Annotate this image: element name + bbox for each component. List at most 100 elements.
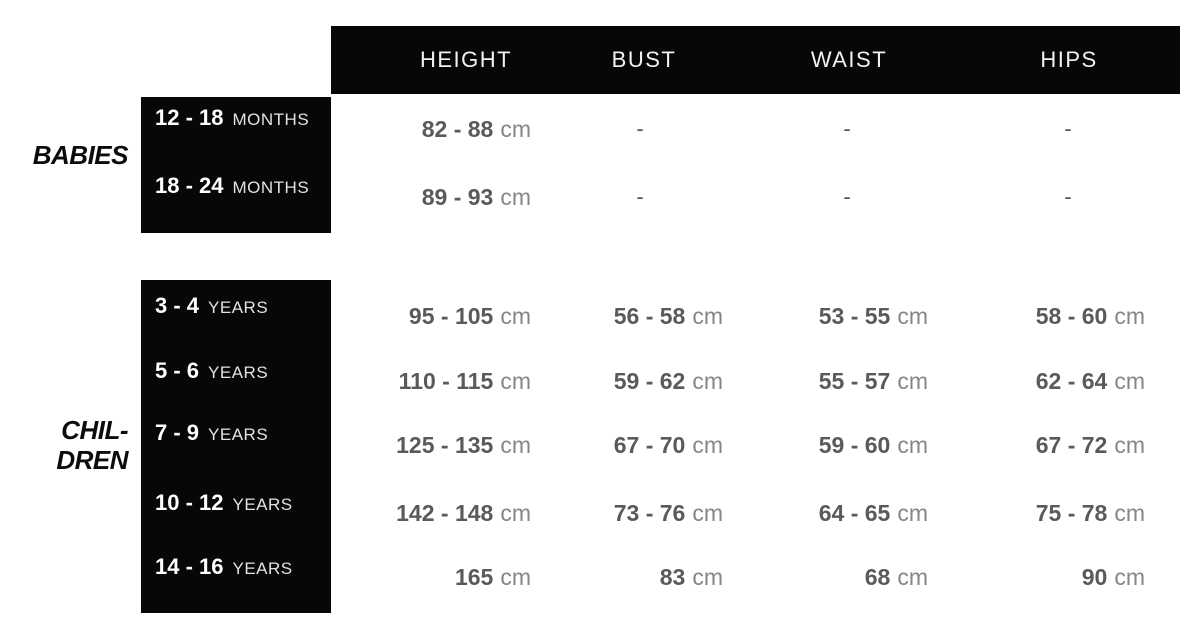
no-measurement-dash: - <box>843 116 851 141</box>
age-range-label: 12 - 18 MONTHS <box>155 105 309 131</box>
age-range-value: 18 - 24 <box>155 173 224 198</box>
age-range-label: 7 - 9 YEARS <box>155 420 268 446</box>
measurement-cell: - <box>988 116 1148 142</box>
measurement-value: 56 - 58 <box>613 303 686 329</box>
measurement-cell: 89 - 93 cm <box>422 184 531 210</box>
age-range-unit: MONTHS <box>232 110 310 129</box>
age-range-label: 18 - 24 MONTHS <box>155 173 309 199</box>
group-label-line: DREN <box>56 445 128 475</box>
measurement-value: 142 - 148 <box>396 500 494 526</box>
age-range-value: 7 - 9 <box>155 420 200 445</box>
measurement-unit: cm <box>692 564 723 590</box>
measurement-cell: 82 - 88 cm <box>422 116 531 142</box>
measurement-cell: 75 - 78 cm <box>1036 500 1145 526</box>
measurement-unit: cm <box>1114 303 1145 329</box>
no-measurement-dash: - <box>1064 184 1072 209</box>
age-range-unit: YEARS <box>208 363 269 382</box>
measurement-unit: cm <box>500 368 531 394</box>
column-header-hips: HIPS <box>1040 47 1098 72</box>
no-measurement-dash: - <box>843 184 851 209</box>
age-range-label: 14 - 16 YEARS <box>155 554 293 580</box>
measurement-cell: 125 - 135 cm <box>396 432 531 458</box>
measurement-cell: 67 - 72 cm <box>1036 432 1145 458</box>
no-measurement-dash: - <box>636 116 644 141</box>
measurement-cell: 53 - 55 cm <box>819 303 928 329</box>
measurement-unit: cm <box>897 303 928 329</box>
measurement-cell: 56 - 58 cm <box>614 303 723 329</box>
measurement-cell: 55 - 57 cm <box>819 368 928 394</box>
group-label-line: CHIL- <box>61 415 128 445</box>
measurement-unit: cm <box>897 564 928 590</box>
age-range-value: 5 - 6 <box>155 358 200 383</box>
measurement-unit: cm <box>500 184 531 210</box>
measurement-cell: 62 - 64 cm <box>1036 368 1145 394</box>
age-range-unit: YEARS <box>208 298 269 317</box>
age-range-value: 3 - 4 <box>155 293 200 318</box>
measurement-value: 59 - 62 <box>613 368 686 394</box>
age-range-unit: YEARS <box>232 495 293 514</box>
measurement-value: 75 - 78 <box>1035 500 1108 526</box>
age-range-unit: MONTHS <box>232 178 310 197</box>
measurement-cell: - <box>767 116 927 142</box>
measurement-value: 58 - 60 <box>1035 303 1108 329</box>
measurement-unit: cm <box>500 116 531 142</box>
age-range-value: 14 - 16 <box>155 554 224 579</box>
measurement-value: 110 - 115 <box>398 368 494 394</box>
measurement-value: 73 - 76 <box>613 500 686 526</box>
measurement-value: 82 - 88 <box>421 116 494 142</box>
measurement-cell: - <box>767 184 927 210</box>
measurement-value: 67 - 72 <box>1035 432 1108 458</box>
measurement-unit: cm <box>692 432 723 458</box>
measurement-value: 95 - 105 <box>408 303 494 329</box>
measurement-cell: 67 - 70 cm <box>614 432 723 458</box>
measurement-cell: 83 cm <box>660 564 723 590</box>
measurement-value: 55 - 57 <box>818 368 891 394</box>
measurement-cell: 64 - 65 cm <box>819 500 928 526</box>
measurement-unit: cm <box>1114 368 1145 394</box>
column-header-waist: WAIST <box>810 47 888 72</box>
measurement-value: 64 - 65 <box>818 500 891 526</box>
measurement-cell: - <box>560 184 720 210</box>
age-range-label: 3 - 4 YEARS <box>155 293 268 319</box>
measurement-cell: 110 - 115 cm <box>399 368 531 394</box>
measurement-cell: 59 - 62 cm <box>614 368 723 394</box>
measurement-value: 165 <box>454 564 494 590</box>
measurement-unit: cm <box>692 303 723 329</box>
measurement-value: 53 - 55 <box>818 303 891 329</box>
measurement-unit: cm <box>500 564 531 590</box>
measurement-value: 89 - 93 <box>421 184 494 210</box>
measurement-unit: cm <box>897 368 928 394</box>
measurement-unit: cm <box>897 500 928 526</box>
measurement-cell: - <box>560 116 720 142</box>
measurement-unit: cm <box>897 432 928 458</box>
measurement-cell: 165 cm <box>455 564 531 590</box>
measurement-unit: cm <box>1114 432 1145 458</box>
column-header-height: HEIGHT <box>419 47 513 72</box>
age-range-label: 5 - 6 YEARS <box>155 358 268 384</box>
measurement-value: 62 - 64 <box>1035 368 1108 394</box>
age-group-box <box>141 280 331 613</box>
measurement-value: 67 - 70 <box>613 432 686 458</box>
age-group-box <box>141 97 331 233</box>
no-measurement-dash: - <box>1064 116 1072 141</box>
group-label-line: BABIES <box>32 140 129 170</box>
age-range-value: 12 - 18 <box>155 105 224 130</box>
measurement-unit: cm <box>1114 564 1145 590</box>
measurement-value: 59 - 60 <box>818 432 891 458</box>
measurement-cell: 68 cm <box>865 564 928 590</box>
measurement-unit: cm <box>692 368 723 394</box>
measurement-value: 125 - 135 <box>396 432 494 458</box>
measurement-value: 68 <box>864 564 891 590</box>
measurement-cell: 59 - 60 cm <box>819 432 928 458</box>
group-label: CHIL- DREN <box>0 415 128 475</box>
measurement-unit: cm <box>500 500 531 526</box>
measurement-unit: cm <box>692 500 723 526</box>
age-range-value: 10 - 12 <box>155 490 224 515</box>
age-range-unit: YEARS <box>208 425 269 444</box>
measurement-cell: 90 cm <box>1082 564 1145 590</box>
column-header-bust: BUST <box>611 47 677 72</box>
measurement-unit: cm <box>500 303 531 329</box>
age-range-unit: YEARS <box>232 559 293 578</box>
measurement-unit: cm <box>500 432 531 458</box>
